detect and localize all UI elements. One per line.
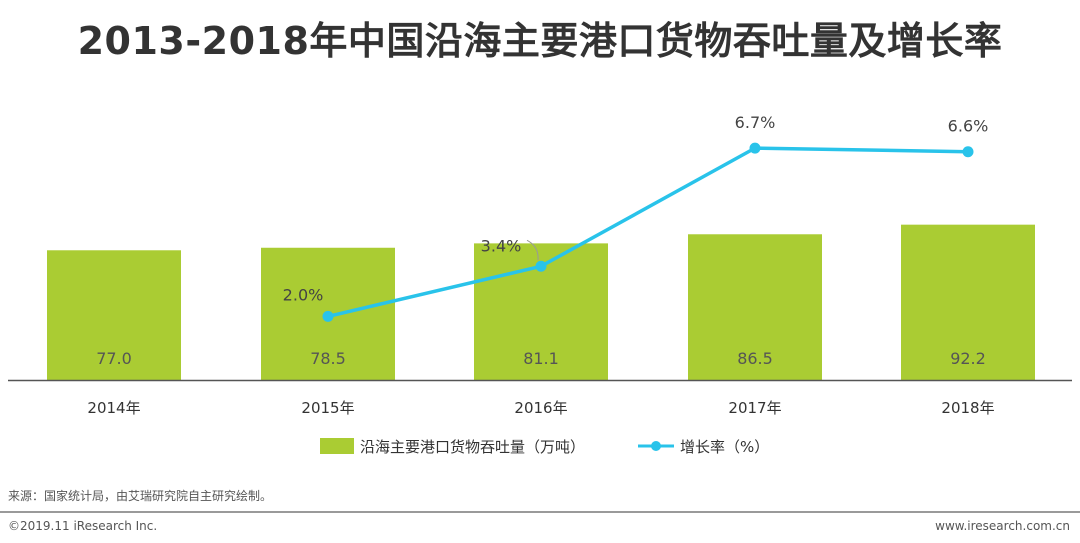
growth-rate-label: 6.7% [735, 113, 776, 132]
growth-rate-line [327, 146, 969, 319]
bar-value-label: 77.0 [96, 349, 132, 368]
bar-value-label: 92.2 [950, 349, 986, 368]
x-tick-label: 2016年 [514, 399, 567, 417]
growth-rate-label: 6.6% [948, 117, 989, 136]
label-callout [526, 239, 539, 261]
bar [47, 250, 181, 380]
bar [901, 224, 1035, 380]
x-tick-label: 2015年 [301, 399, 354, 417]
growth-rate-label: 2.0% [283, 285, 324, 304]
legend-swatch-bar [320, 438, 354, 454]
growth-rate-point [535, 260, 547, 272]
growth-rate-point [962, 146, 974, 158]
footer-divider [0, 511, 1080, 513]
website: www.iresearch.com.cn [935, 519, 1070, 533]
bar-value-label: 81.1 [523, 349, 559, 368]
legend: 沿海主要港口货物吞吐量（万吨） 增长率（%） [320, 438, 769, 456]
x-tick-label: 2014年 [87, 399, 140, 417]
legend-label-line: 增长率（%） [680, 438, 769, 456]
chart-title: 2013-2018年中国沿海主要港口货物吞吐量及增长率 [77, 19, 1003, 63]
growth-rate-point [322, 310, 334, 322]
x-tick-label: 2018年 [941, 399, 994, 417]
bar [688, 234, 822, 380]
x-tick-label: 2017年 [728, 399, 781, 417]
bar-value-label: 86.5 [737, 349, 773, 368]
legend-swatch-dot [651, 441, 661, 451]
growth-rate-label: 3.4% [481, 236, 522, 255]
growth-rate-point [749, 142, 761, 154]
bar-value-label: 78.5 [310, 349, 346, 368]
legend-label-bar: 沿海主要港口货物吞吐量（万吨） [360, 438, 585, 456]
copyright: ©2019.11 iResearch Inc. [8, 519, 158, 533]
source-note: 来源：国家统计局，由艾瑞研究院自主研究绘制。 [8, 489, 273, 503]
